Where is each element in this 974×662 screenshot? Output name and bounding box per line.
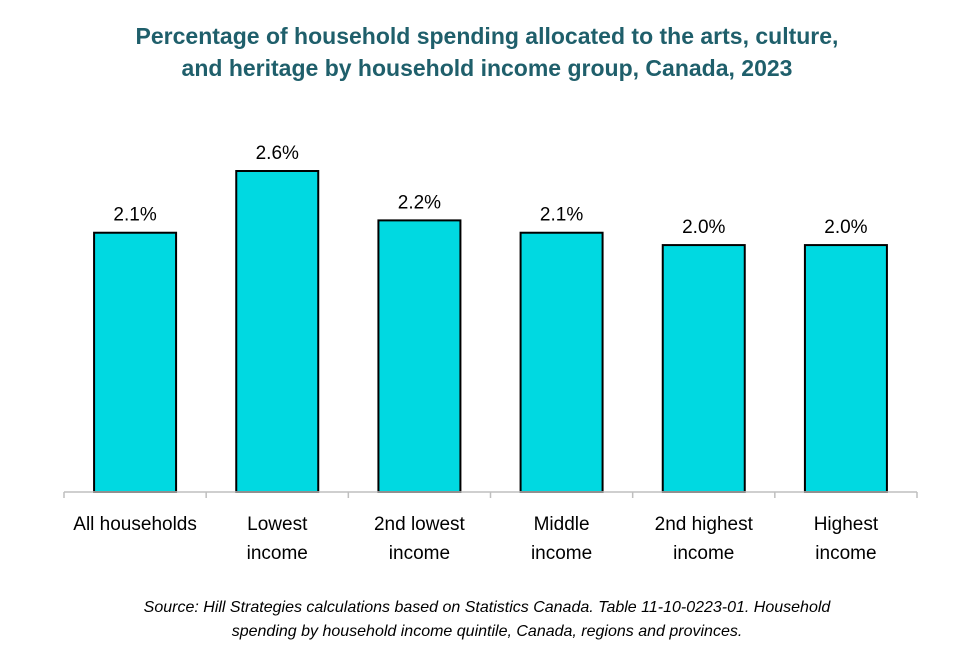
category-label-line: 2nd lowest — [374, 514, 466, 535]
data-label-5: 2.0% — [824, 217, 867, 238]
category-label-line: income — [389, 543, 450, 564]
category-label-1: Lowest income — [247, 514, 308, 564]
category-label-4: 2nd highest income — [655, 514, 754, 564]
category-label-line: 2nd highest — [655, 514, 754, 535]
source-note-line-2: spending by household income quintile, C… — [231, 623, 743, 640]
category-label-3: Middle income — [531, 514, 592, 564]
bar-2 — [377, 219, 462, 493]
category-label-line: income — [531, 543, 592, 564]
category-label-line: income — [247, 543, 308, 564]
category-label-0: All households — [73, 514, 197, 535]
category-label-line: Middle — [534, 514, 590, 535]
bar-5 — [803, 244, 888, 493]
source-note: Source: Hill Strategies calculations bas… — [0, 596, 974, 644]
bar-3 — [519, 231, 604, 493]
category-label-line: income — [815, 543, 876, 564]
data-label-2: 2.2% — [398, 192, 441, 213]
bar-4 — [661, 244, 746, 493]
category-label-line: Highest — [814, 514, 879, 535]
category-label-line: income — [673, 543, 734, 564]
category-label-2: 2nd lowest income — [374, 514, 466, 564]
data-label-0: 2.1% — [113, 205, 156, 226]
chart-title-line-2: and heritage by household income group, … — [181, 55, 793, 81]
data-label-1: 2.6% — [256, 143, 299, 164]
chart-title: Percentage of household spending allocat… — [0, 20, 974, 84]
data-label-3: 2.1% — [540, 205, 583, 226]
category-label-5: Highest income — [814, 514, 879, 564]
data-label-4: 2.0% — [682, 217, 725, 238]
source-note-line-1: Source: Hill Strategies calculations bas… — [143, 599, 831, 616]
category-label-line: All households — [73, 514, 197, 535]
bar-0 — [93, 231, 178, 493]
chart-title-line-1: Percentage of household spending allocat… — [135, 23, 839, 49]
category-label-line: Lowest — [247, 514, 308, 535]
bar-1 — [235, 170, 320, 493]
